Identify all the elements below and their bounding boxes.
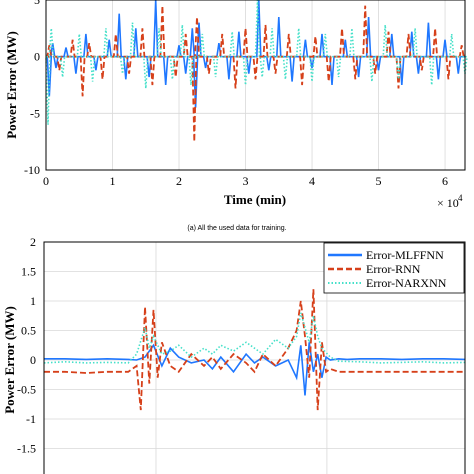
top-x-multiplier-exponent: 4 bbox=[458, 193, 463, 203]
bottom-series-mlffnn bbox=[44, 342, 466, 396]
bottom-y-tick-label: 1 bbox=[30, 294, 36, 308]
top-x-tick-label: 1 bbox=[110, 174, 116, 188]
top-y-ticks: 5 0 -5 -10 bbox=[24, 0, 40, 177]
figure-caption: (a) All the used data for training. bbox=[187, 225, 286, 232]
bottom-plot: 2 1.5 1 0.5 0 -0.5 -1 -1.5 Power Error (MW) Err… bbox=[2, 235, 466, 474]
bottom-series-narxnn bbox=[43, 312, 466, 364]
bottom-series-rnn bbox=[44, 289, 465, 411]
bottom-y-tick-label: 2 bbox=[30, 235, 36, 249]
top-x-axis-label: Time (min) bbox=[224, 192, 286, 207]
bottom-y-tick-label: 0 bbox=[30, 353, 36, 367]
top-plot: 5 0 -5 -10 0 1 2 3 4 5 6 Power Error (MW) Time (m… bbox=[4, 0, 468, 210]
top-y-tick-label: 0 bbox=[34, 50, 40, 64]
top-x-tick-label: 0 bbox=[43, 174, 49, 188]
top-x-tick-label: 2 bbox=[176, 174, 182, 188]
bottom-grid bbox=[44, 241, 465, 474]
legend-label-rnn: Error-RNN bbox=[366, 262, 421, 276]
top-x-ticks: 0 1 2 3 4 5 6 bbox=[43, 174, 448, 188]
top-x-tick-label: 4 bbox=[309, 174, 315, 188]
bottom-y-axis-label: Power Error (MW) bbox=[2, 306, 17, 414]
top-plot-frame bbox=[45, 0, 466, 171]
bottom-plot-frame bbox=[43, 241, 466, 474]
legend: Error-MLFFNN Error-RNN Error-NARXNN bbox=[323, 242, 465, 294]
top-plot-area bbox=[46, 0, 465, 170]
legend-label-narxnn: Error-NARXNN bbox=[366, 276, 447, 290]
top-y-tick-label: 5 bbox=[34, 0, 40, 7]
bottom-y-tick-label: 0.5 bbox=[21, 324, 36, 338]
top-x-tick-label: 3 bbox=[243, 174, 249, 188]
bottom-y-tick-label: -0.5 bbox=[17, 383, 36, 397]
bottom-y-tick-label: 1.5 bbox=[21, 265, 36, 279]
bottom-y-tick-label: -1.5 bbox=[17, 442, 36, 456]
top-series-narxnn bbox=[45, 0, 468, 125]
top-y-axis-label: Power Error (MW) bbox=[4, 31, 19, 139]
top-x-tick-label: 6 bbox=[442, 174, 448, 188]
bottom-y-ticks: 2 1.5 1 0.5 0 -0.5 -1 -1.5 bbox=[17, 235, 36, 456]
top-series-group bbox=[45, 0, 468, 142]
top-x-tick-label: 5 bbox=[376, 174, 382, 188]
top-y-tick-label: -5 bbox=[30, 106, 40, 120]
bottom-series-group bbox=[43, 289, 466, 411]
bottom-y-tick-label: -1 bbox=[26, 412, 36, 426]
top-x-multiplier: × 10 bbox=[437, 196, 459, 210]
legend-label-mlffnn: Error-MLFFNN bbox=[366, 248, 444, 262]
top-y-tick-label: -10 bbox=[24, 163, 40, 177]
